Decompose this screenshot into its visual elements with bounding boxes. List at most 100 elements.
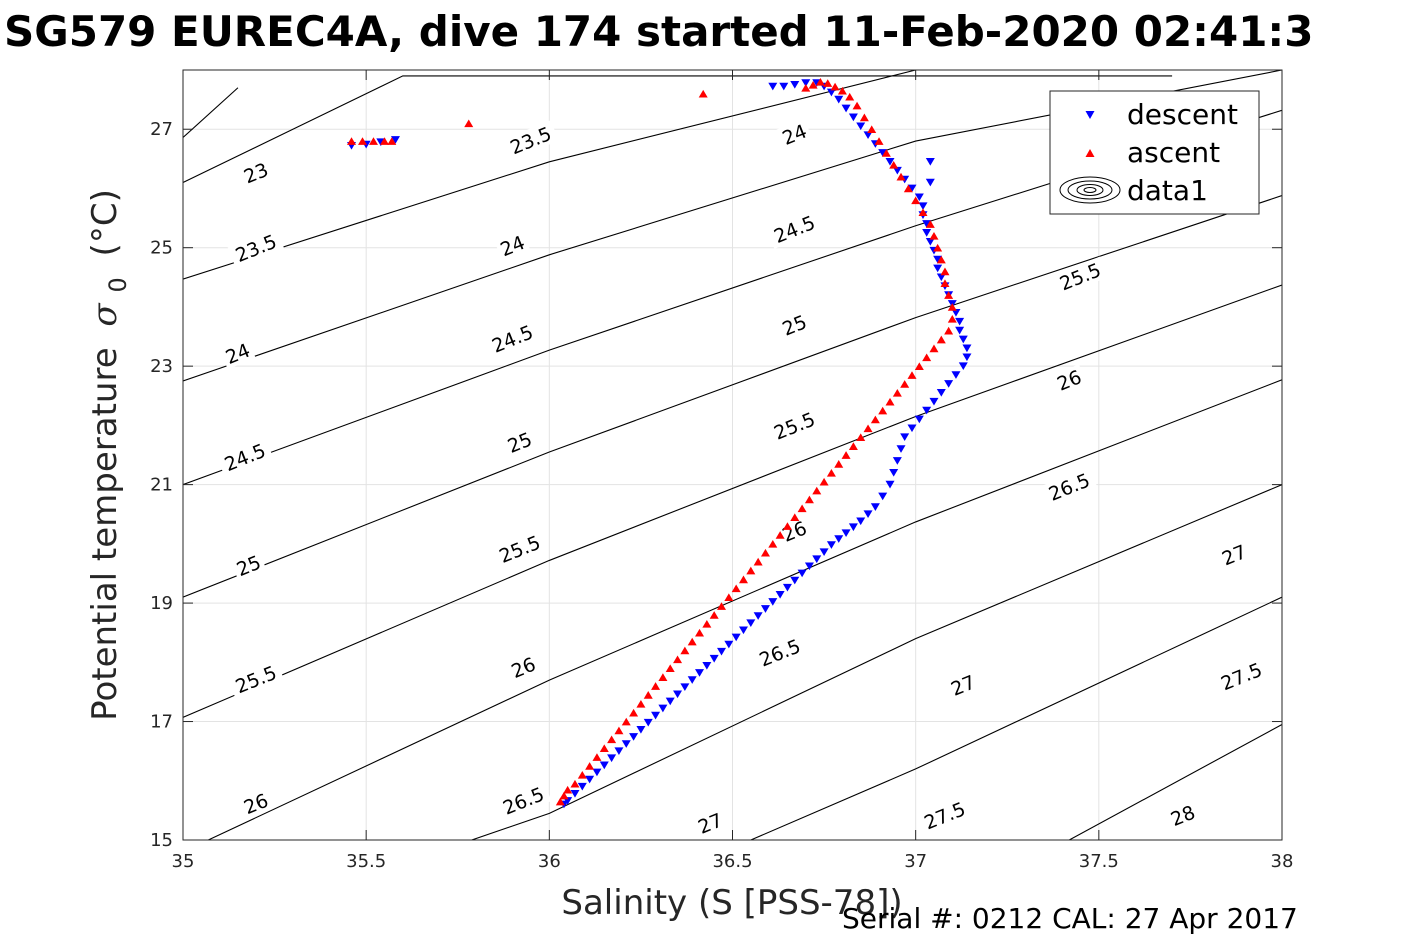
descent-point <box>812 555 822 564</box>
contour-label: 26 <box>1051 364 1088 396</box>
legend-data1-marker <box>1059 176 1121 204</box>
ascent-point <box>878 406 888 415</box>
descent-point <box>922 406 932 415</box>
descent-point <box>958 362 968 370</box>
chart-title: SG579 EUREC4A, dive 174 started 11-Feb-2… <box>4 7 1313 56</box>
ascent-point <box>680 646 690 655</box>
contour-label: 25 <box>501 426 538 459</box>
ascent-point <box>892 388 902 397</box>
contour-line-25-5 <box>183 195 1282 598</box>
ascent-point <box>797 504 807 513</box>
descent-point <box>944 380 954 388</box>
x-tick-label: 35 <box>172 851 195 872</box>
legend: descent ascent data1 <box>1049 90 1260 215</box>
contour-label-bg <box>1215 538 1253 571</box>
descent-point <box>768 82 778 91</box>
descent-point <box>775 590 785 599</box>
contour-label: 24 <box>219 337 256 370</box>
ascent-point <box>940 279 950 288</box>
footer-serial-cal: Serial #: 0212 CAL: 27 Apr 2017 <box>842 902 1298 935</box>
descent-point <box>841 529 851 538</box>
x-tick-label: 36 <box>538 851 561 872</box>
contour-label-bg <box>692 807 729 839</box>
descent-point <box>878 149 888 157</box>
contour-label-bg <box>1164 799 1201 832</box>
ascent-point <box>859 113 869 122</box>
contour-label-bg <box>501 426 538 459</box>
contour-label-text: 24.5 <box>771 212 818 248</box>
ascent-point <box>651 682 661 690</box>
ascent-point <box>837 86 847 95</box>
ascent-point <box>947 303 957 311</box>
ascent-point <box>570 779 580 788</box>
descent-point <box>892 166 902 175</box>
descent-point <box>695 669 705 677</box>
y-axis-label-subscript: 0 <box>104 277 132 292</box>
contour-label-bg <box>216 437 274 477</box>
contour-label-bg <box>751 632 808 673</box>
ascent-point <box>867 125 877 134</box>
ascent-point <box>760 548 770 557</box>
ascent-point <box>940 267 950 276</box>
contour-label-bg <box>219 337 256 370</box>
ascent-point <box>599 744 609 753</box>
ascent-point <box>815 78 825 86</box>
descent-point <box>933 264 943 273</box>
ascent-point <box>775 531 785 539</box>
contour-label-bg <box>491 528 548 569</box>
contour-line-26-5 <box>206 379 1282 840</box>
contour-label-bg <box>944 669 981 701</box>
ascent-point <box>709 611 719 619</box>
ascent-point <box>936 255 946 264</box>
descent-point <box>834 535 844 543</box>
ascent-point <box>658 673 668 681</box>
descent-point <box>665 697 675 706</box>
ascent-point <box>629 708 639 717</box>
ascent-point <box>841 451 851 459</box>
y-axis-label-unit: (°C) <box>85 189 125 256</box>
ascent-point <box>896 172 906 181</box>
contour-label: 23.5 <box>502 120 559 161</box>
descent-point <box>673 690 683 699</box>
contour-labels: 23 23.5 24 24.5 25 25.5 26 23.5 24 24.5 25 25.5 26 26… <box>216 118 1270 839</box>
contour-label-bg <box>494 229 531 262</box>
ascent-point <box>379 137 389 145</box>
contour-label: 27 <box>692 807 729 839</box>
ascent-point <box>643 691 653 699</box>
descent-point <box>955 317 965 326</box>
descent-point <box>826 88 836 97</box>
descent-point <box>390 136 400 144</box>
contour-line-23-5 <box>183 75 1173 184</box>
contour-label-text: 24.5 <box>222 440 269 476</box>
descent-point <box>848 113 858 122</box>
ascent-point <box>698 89 708 98</box>
descent-point <box>918 202 928 211</box>
ascent-point <box>387 137 397 145</box>
descent-point <box>801 79 811 87</box>
contour-label-bg <box>766 209 823 249</box>
contour-label: 26.5 <box>1040 466 1098 507</box>
ascent-point <box>947 314 957 323</box>
descent-point <box>914 193 924 202</box>
descent-point <box>870 503 880 511</box>
contour-label-text: 23.5 <box>507 123 554 159</box>
legend-descent-label: descent <box>1127 98 1238 131</box>
ascent-point <box>738 575 748 584</box>
ascent-point <box>925 220 935 228</box>
descent-point <box>896 445 906 453</box>
ascent-point <box>563 785 573 794</box>
ascent-point <box>852 101 862 110</box>
descent-point <box>709 654 719 663</box>
descent-point <box>629 733 639 741</box>
descent-point <box>841 104 851 113</box>
x-tick-label: 36.5 <box>712 851 752 872</box>
ascent-point <box>746 566 756 575</box>
contour-label: 23 <box>237 156 274 189</box>
descent-point <box>746 619 756 628</box>
ascent-point <box>358 137 368 145</box>
contour-label-text: 25.5 <box>1057 259 1104 295</box>
descent-point <box>900 433 910 442</box>
descent-point <box>907 424 917 433</box>
contour-label-bg <box>766 405 823 446</box>
descent-point <box>922 229 932 237</box>
